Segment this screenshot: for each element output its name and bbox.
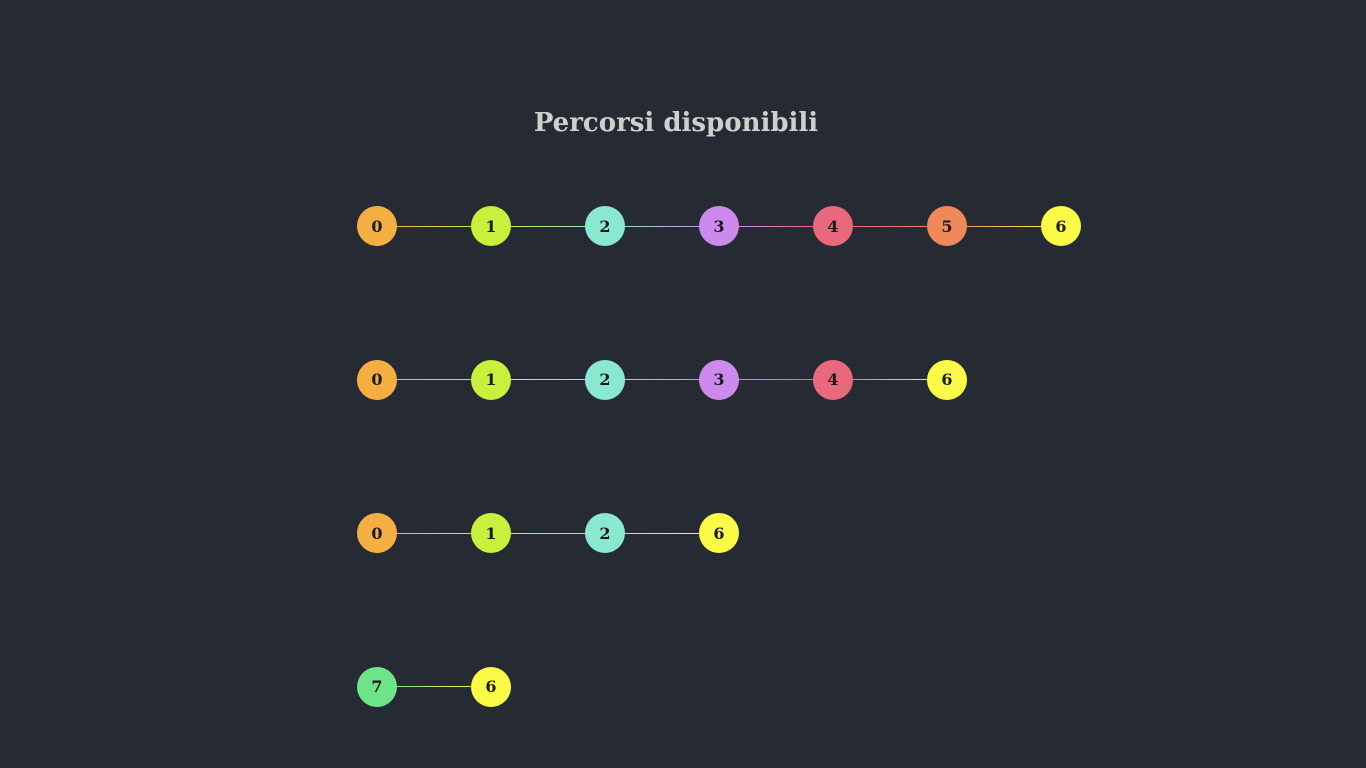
- path-node-2: 2: [585, 513, 625, 553]
- path-row: 0 1 2 6: [357, 513, 739, 553]
- path-node-7: 7: [357, 667, 397, 707]
- path-node-6: 6: [471, 667, 511, 707]
- path-node-1: 1: [471, 360, 511, 400]
- path-node-3: 3: [699, 206, 739, 246]
- path-node-2: 2: [585, 206, 625, 246]
- path-row: 0 1 2 3 4 6: [357, 360, 967, 400]
- path-node-0: 0: [357, 206, 397, 246]
- path-node-3: 3: [699, 360, 739, 400]
- path-node-0: 0: [357, 513, 397, 553]
- path-row: 0 1 2 3 4 5 6: [357, 206, 1081, 246]
- path-node-6: 6: [927, 360, 967, 400]
- page-title: Percorsi disponibili: [0, 106, 1352, 140]
- path-node-6: 6: [699, 513, 739, 553]
- path-node-1: 1: [471, 206, 511, 246]
- path-node-0: 0: [357, 360, 397, 400]
- path-node-2: 2: [585, 360, 625, 400]
- path-node-1: 1: [471, 513, 511, 553]
- path-node-5: 5: [927, 206, 967, 246]
- path-node-4: 4: [813, 360, 853, 400]
- path-node-6: 6: [1041, 206, 1081, 246]
- path-node-4: 4: [813, 206, 853, 246]
